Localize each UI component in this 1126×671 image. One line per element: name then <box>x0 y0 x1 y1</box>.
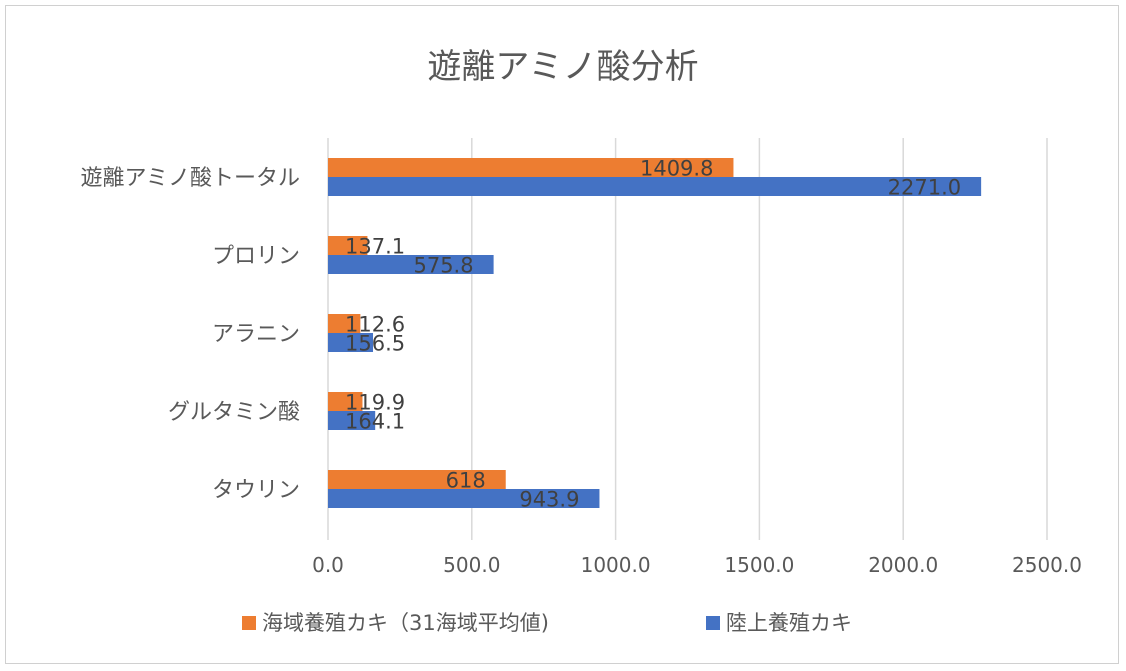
data-label-sea: 1409.8 <box>640 157 713 181</box>
bar-sea <box>328 158 734 177</box>
legend: 海域養殖カキ（31海域平均値) 陸上養殖カキ <box>242 611 852 635</box>
bar-sea <box>328 470 506 489</box>
category-label: プロリン <box>212 244 300 269</box>
legend-swatch <box>706 616 720 630</box>
x-tick-label: 2000.0 <box>868 553 938 577</box>
category-label: アラニン <box>212 322 300 347</box>
category-label: タウリン <box>212 478 300 503</box>
x-tick-label: 0.0 <box>312 553 344 577</box>
data-label-land: 156.5 <box>345 332 405 356</box>
bar-sea <box>328 314 361 333</box>
data-label-sea: 618 <box>446 469 486 493</box>
data-label-sea: 119.9 <box>345 391 405 415</box>
bar-land <box>328 255 494 274</box>
bars <box>328 158 982 508</box>
x-tick-label: 1500.0 <box>724 553 794 577</box>
chart-frame <box>5 5 1119 664</box>
data-label-land: 575.8 <box>413 254 473 278</box>
x-tick-label: 500.0 <box>443 553 500 577</box>
data-label-land: 943.9 <box>519 488 579 512</box>
bar-land <box>328 177 982 196</box>
bar-sea <box>328 236 368 255</box>
legend-swatch <box>242 616 256 630</box>
bar-sea <box>328 392 363 411</box>
data-label-land: 2271.0 <box>888 176 961 200</box>
bar-land <box>328 333 374 352</box>
x-tick-label: 2500.0 <box>1012 553 1082 577</box>
x-tick-label: 1000.0 <box>581 553 651 577</box>
data-label-sea: 112.6 <box>345 313 405 337</box>
category-label: 遊離アミノ酸トータル <box>80 166 300 191</box>
legend-label: 海域養殖カキ（31海域平均値) <box>262 611 549 635</box>
bar-land <box>328 489 600 508</box>
data-label-land: 164.1 <box>345 410 405 434</box>
category-label: グルタミン酸 <box>168 400 300 425</box>
data-label-sea: 137.1 <box>345 235 405 259</box>
chart-title: 遊離アミノ酸分析 <box>427 47 698 87</box>
legend-label: 陸上養殖カキ <box>726 611 852 635</box>
bar-land <box>328 411 376 430</box>
x-axis-ticks: 0.0 500.0 1000.0 1500.0 2000.0 2500.0 <box>312 553 1082 577</box>
